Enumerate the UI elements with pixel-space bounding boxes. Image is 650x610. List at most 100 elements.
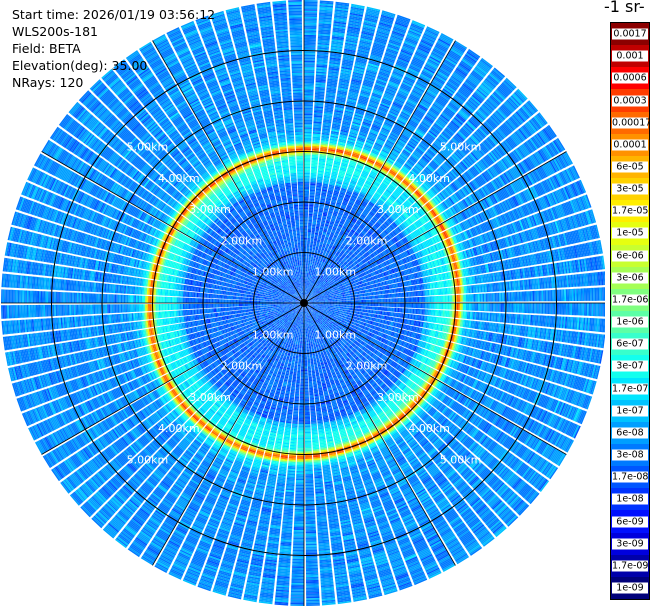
ppi-gate [320, 149, 328, 152]
ppi-gate [310, 241, 314, 244]
ppi-gate [304, 93, 314, 96]
ppi-gate [323, 175, 330, 179]
ppi-gate [323, 208, 329, 211]
ppi-gate [329, 141, 337, 145]
ppi-gate [330, 178, 336, 182]
ppi-ray [304, 1, 350, 302]
ppi-gate [334, 107, 344, 111]
ppi-gate [326, 197, 332, 201]
ppi-gate [304, 163, 311, 166]
ppi-gate [305, 275, 307, 278]
ppi-gate [316, 64, 328, 67]
ppi-gate [307, 239, 311, 242]
ppi-gate [309, 188, 316, 190]
ppi-gate [324, 296, 326, 298]
ppi-gate [304, 186, 310, 188]
ppi-gate [304, 87, 314, 90]
ppi-gate [314, 94, 325, 97]
ppi-gate [319, 12, 333, 15]
ppi-gate [306, 277, 308, 279]
ppi-gate [312, 141, 320, 144]
ppi-gate [316, 70, 327, 73]
ppi-gate [315, 89, 325, 92]
ppi-gate [332, 121, 341, 125]
ppi-gate [331, 40, 344, 44]
ppi-gate [319, 201, 325, 204]
ppi-gate [307, 231, 311, 234]
ppi-gate [335, 3, 349, 7]
ppi-gate [310, 177, 317, 180]
ppi-gate [319, 9, 333, 12]
ppi-gate [304, 51, 316, 54]
ppi-gate [312, 249, 315, 252]
ppi-gate [334, 108, 344, 112]
ppi-gate [314, 234, 318, 237]
ppi-gate [309, 195, 315, 198]
ppi-gate [328, 72, 339, 76]
ppi-gate [320, 147, 328, 151]
ppi-gate [315, 86, 326, 89]
ppi-gate [310, 236, 314, 239]
ppi-gate [304, 193, 309, 196]
ppi-gate [341, 68, 352, 72]
ppi-gate [330, 54, 342, 58]
ppi-gate [304, 22, 317, 25]
ppi-gate [350, 5, 365, 10]
ppi-gate [324, 110, 333, 113]
ppi-gate [334, 111, 343, 115]
ppi-gate [330, 133, 339, 137]
ppi-gate [317, 174, 324, 178]
ppi-gate [311, 154, 319, 157]
ppi-gate [310, 172, 317, 175]
ppi-gate [307, 233, 311, 236]
ppi-gate [307, 227, 312, 230]
ppi-gate [318, 29, 331, 32]
ppi-gate [343, 51, 356, 56]
ppi-gate [304, 190, 309, 193]
ppi-gate [310, 178, 317, 181]
ppi-gate [304, 165, 311, 167]
ppi-gate [321, 193, 327, 197]
ppi-gate [347, 24, 361, 29]
ppi-gate [322, 214, 327, 217]
ppi-gate [330, 132, 339, 136]
ppi-gate [309, 267, 312, 269]
ppi-gate [304, 24, 317, 26]
ppi-gate [312, 145, 320, 148]
ppi-gate [305, 292, 307, 295]
ppi-gate [316, 62, 328, 65]
ppi-gate [316, 242, 320, 245]
ppi-gate [325, 199, 331, 202]
ppi-gate [341, 62, 353, 66]
ppi-gate [322, 187, 328, 191]
ppi-gate [315, 80, 326, 83]
ppi-gate [313, 115, 323, 118]
ppi-gate [311, 255, 314, 257]
ppi-ray [304, 0, 334, 302]
ppi-gate [312, 221, 317, 224]
ppi-gate [332, 31, 345, 35]
ppi-gate [325, 202, 330, 205]
ppi-gate [324, 174, 331, 177]
ppi-gate [306, 256, 309, 258]
ppi-gate [324, 102, 335, 106]
ppi-gate [310, 261, 313, 263]
ppi-gate [330, 177, 337, 180]
ppi-gate [320, 224, 325, 227]
ppi-gate [327, 77, 338, 80]
ppi-gate [304, 80, 314, 82]
ppi-gate [327, 154, 335, 158]
ppi-gate [304, 97, 314, 99]
ppi-gate [329, 181, 336, 185]
ppi-gate [317, 36, 330, 40]
ppi-gate [333, 16, 347, 20]
ppi-gate [309, 203, 314, 205]
ppi-gate [310, 171, 317, 174]
ppi-gate [304, 83, 314, 86]
ppi-gate [331, 42, 344, 46]
ppi-gate [350, 6, 365, 11]
ppi-gate [326, 86, 337, 89]
ppi-gate [307, 236, 311, 239]
ppi-gate [309, 206, 314, 208]
ppi-gate [314, 109, 323, 112]
